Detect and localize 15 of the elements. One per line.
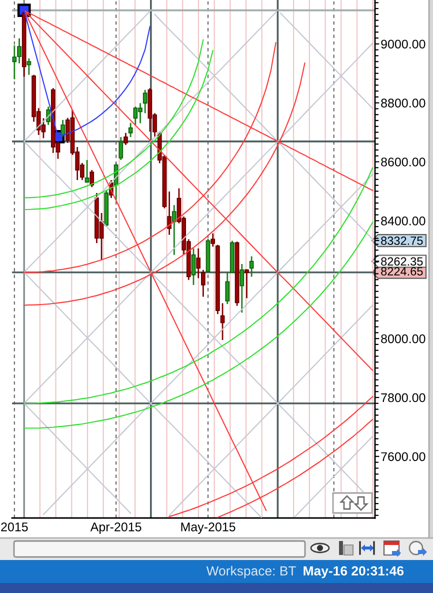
y-tick-label: 9000.00	[381, 40, 426, 49]
y-tick-label: 8600.00	[381, 158, 426, 166]
x-tick-label: Apr-2015	[90, 522, 142, 534]
y-tick-label: 8000.00	[381, 334, 426, 344]
x-tick-label: 2015	[1, 522, 28, 532]
y-tick-label: 7800.00	[381, 393, 426, 402]
y-tick-label: 8332.75	[381, 236, 423, 245]
text: May-16 20:31:46	[304, 566, 404, 578]
y-tick-label: 8800.00	[381, 98, 426, 108]
y-tick-label: 8262.35	[381, 257, 423, 266]
y-tick-label: 7600.00	[381, 452, 426, 462]
ref-line-label: 8224.65	[381, 267, 423, 276]
text: Workspace: BT	[206, 566, 296, 578]
y-tick-label: 8400.00	[381, 216, 426, 226]
x-tick-label: May-2015	[181, 522, 236, 534]
